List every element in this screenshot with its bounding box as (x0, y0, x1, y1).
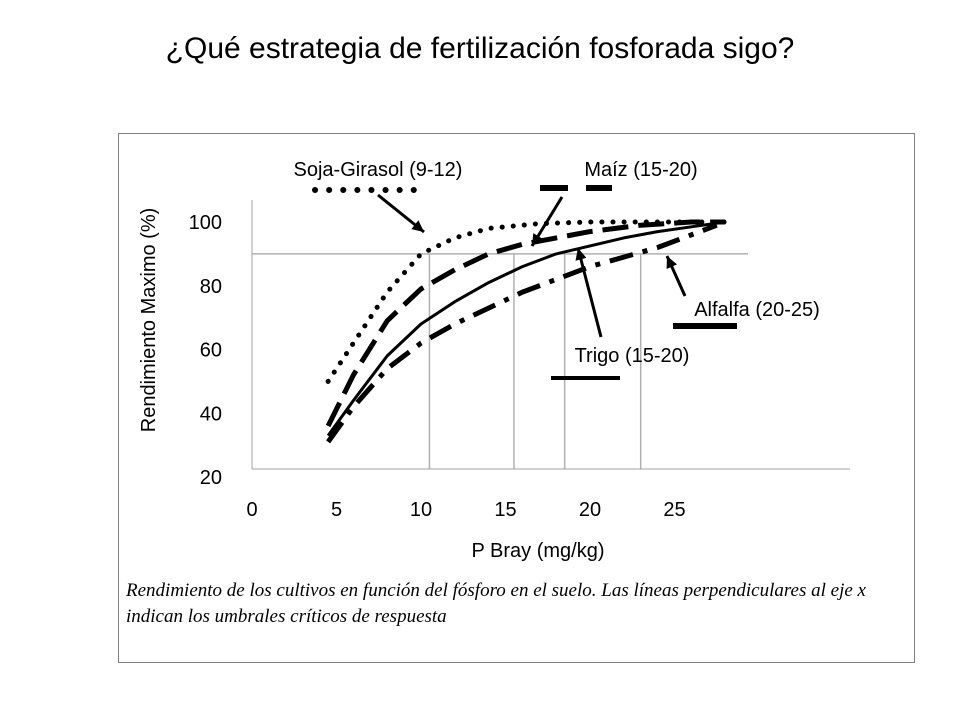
chart-frame (118, 133, 915, 663)
y-axis-label: Rendimiento Maximo (%) (138, 208, 160, 433)
x-tick-label: 5 (331, 499, 342, 521)
x-tick-label: 10 (410, 499, 432, 521)
series-line (325, 219, 726, 428)
label-arrow-head (532, 233, 543, 246)
series-label: Trigo (15-20) (575, 345, 690, 367)
x-tick-label: 0 (246, 499, 257, 521)
y-tick-label: 40 (200, 403, 222, 425)
legend-swatches (312, 185, 737, 380)
figure-caption: Rendimiento de los cultivos en función d… (126, 580, 866, 627)
label-arrow-shaft (576, 247, 603, 338)
series-label: Soja-Girasol (9-12) (294, 159, 463, 181)
label-arrow-head (666, 256, 677, 269)
x-tick-label: 20 (579, 499, 601, 521)
x-axis-label: P Bray (mg/kg) (472, 540, 605, 562)
x-tick-label: 15 (494, 499, 516, 521)
y-tick-label: 80 (200, 276, 222, 298)
threshold-lines (252, 253, 748, 469)
series-label: Maíz (15-20) (584, 159, 697, 181)
y-tick-label: 20 (200, 467, 222, 489)
label-arrow-head (411, 220, 424, 232)
y-tick-label: 60 (200, 340, 222, 362)
slide-title: ¿Qué estrategia de fertilización fosfora… (165, 32, 795, 65)
label-arrows (377, 193, 687, 338)
chart-axes: 0 5 10 15 20 25 20 40 60 80 100 (189, 200, 850, 521)
series-labels: Soja-Girasol (9-12) Maíz (15-20) Trigo (15… (294, 159, 820, 367)
y-tick-label: 100 (189, 212, 222, 234)
series-group (325, 219, 737, 444)
series-line (326, 220, 726, 437)
series-label: Alfalfa (20-25) (694, 299, 820, 321)
x-tick-label: 25 (663, 499, 685, 521)
series-line (326, 222, 718, 444)
label-arrow-head (575, 248, 587, 261)
